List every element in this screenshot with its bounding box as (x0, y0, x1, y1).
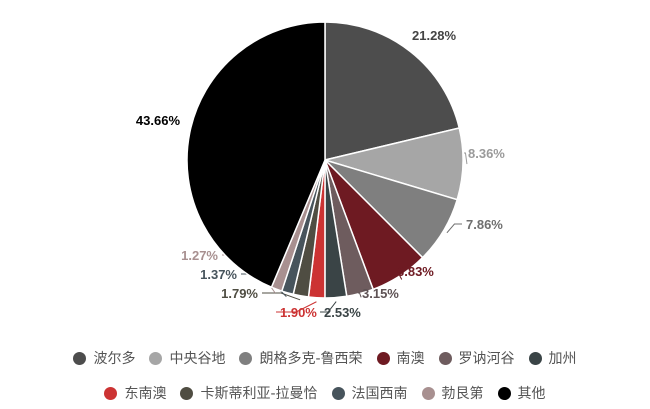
data-label-2: 7.86% (466, 217, 503, 232)
data-label-8: 1.37% (200, 267, 237, 282)
legend-row-2: 东南澳 卡斯蒂利亚-拉曼恰 法国西南 勃艮第 其他 (0, 383, 650, 403)
leader-line-7 (262, 292, 301, 301)
legend-item[interactable]: 朗格多克-鲁西荣 (239, 348, 363, 368)
legend-label: 朗格多克-鲁西荣 (259, 351, 363, 367)
legend-label: 勃艮第 (441, 386, 484, 402)
pie-slice-10 (186, 21, 326, 289)
legend-dot-icon (438, 351, 452, 365)
legend-dot-icon (331, 386, 345, 400)
leader-line-5 (320, 301, 337, 313)
legend-label: 波尔多 (93, 351, 136, 367)
legend-item[interactable]: 勃艮第 (421, 383, 484, 403)
legend-dot-icon (104, 386, 118, 400)
data-label-5: 2.53% (324, 305, 361, 320)
legend-label: 南澳 (396, 351, 425, 367)
legend-dot-icon (421, 386, 435, 400)
legend-label: 卡斯蒂利亚-拉曼恰 (200, 386, 318, 402)
data-label-0: 21.28% (412, 28, 457, 43)
leader-line-6 (276, 301, 317, 313)
data-label-1: 8.36% (468, 146, 505, 161)
legend-dot-icon (180, 386, 194, 400)
legend-dot-icon (528, 351, 542, 365)
legend-dot-icon (239, 351, 253, 365)
legend-item[interactable]: 东南澳 (104, 383, 166, 403)
legend-item[interactable]: 其他 (497, 383, 546, 403)
legend-item[interactable]: 波尔多 (73, 348, 135, 368)
leader-line-3 (393, 270, 403, 280)
leader-line-1 (464, 152, 468, 165)
data-label-4: 3.15% (362, 286, 399, 301)
legend-label: 东南澳 (124, 386, 167, 402)
legend-item[interactable]: 南澳 (376, 348, 425, 368)
legend-label: 法国西南 (351, 386, 408, 402)
legend-item[interactable]: 卡斯蒂利亚-拉曼恰 (180, 383, 318, 403)
legend-dot-icon (73, 351, 87, 365)
legend-dot-icon (497, 386, 511, 400)
legend-item[interactable]: 法国西南 (331, 383, 408, 403)
legend-row-1: 波尔多 中央谷地 朗格多克-鲁西荣 南澳 罗讷河谷 加州 (0, 348, 650, 368)
legend-label: 其他 (517, 386, 546, 402)
legend-label: 中央谷地 (169, 351, 226, 367)
data-label-7: 1.79% (221, 286, 258, 301)
data-label-10: 43.66% (136, 113, 181, 128)
legend-label: 加州 (548, 351, 577, 367)
legend-item[interactable]: 中央谷地 (149, 348, 225, 368)
legend-dot-icon (149, 351, 163, 365)
leader-line-4 (358, 292, 362, 298)
data-label-3: 6.83% (397, 264, 434, 279)
legend-dot-icon (376, 351, 390, 365)
legend-label: 罗讷河谷 (458, 351, 515, 367)
data-label-6: 1.90% (280, 305, 317, 320)
data-label-9: 1.27% (181, 248, 218, 263)
pie-chart: 21.28% 8.36% 7.86% 6.83% 3.15%2.53% 1.90% 1.79… (136, 21, 505, 320)
legend-item[interactable]: 罗讷河谷 (438, 348, 515, 368)
legend-item[interactable]: 加州 (528, 348, 577, 368)
leader-line-2 (446, 223, 462, 234)
pie-slice-0 (324, 21, 461, 161)
